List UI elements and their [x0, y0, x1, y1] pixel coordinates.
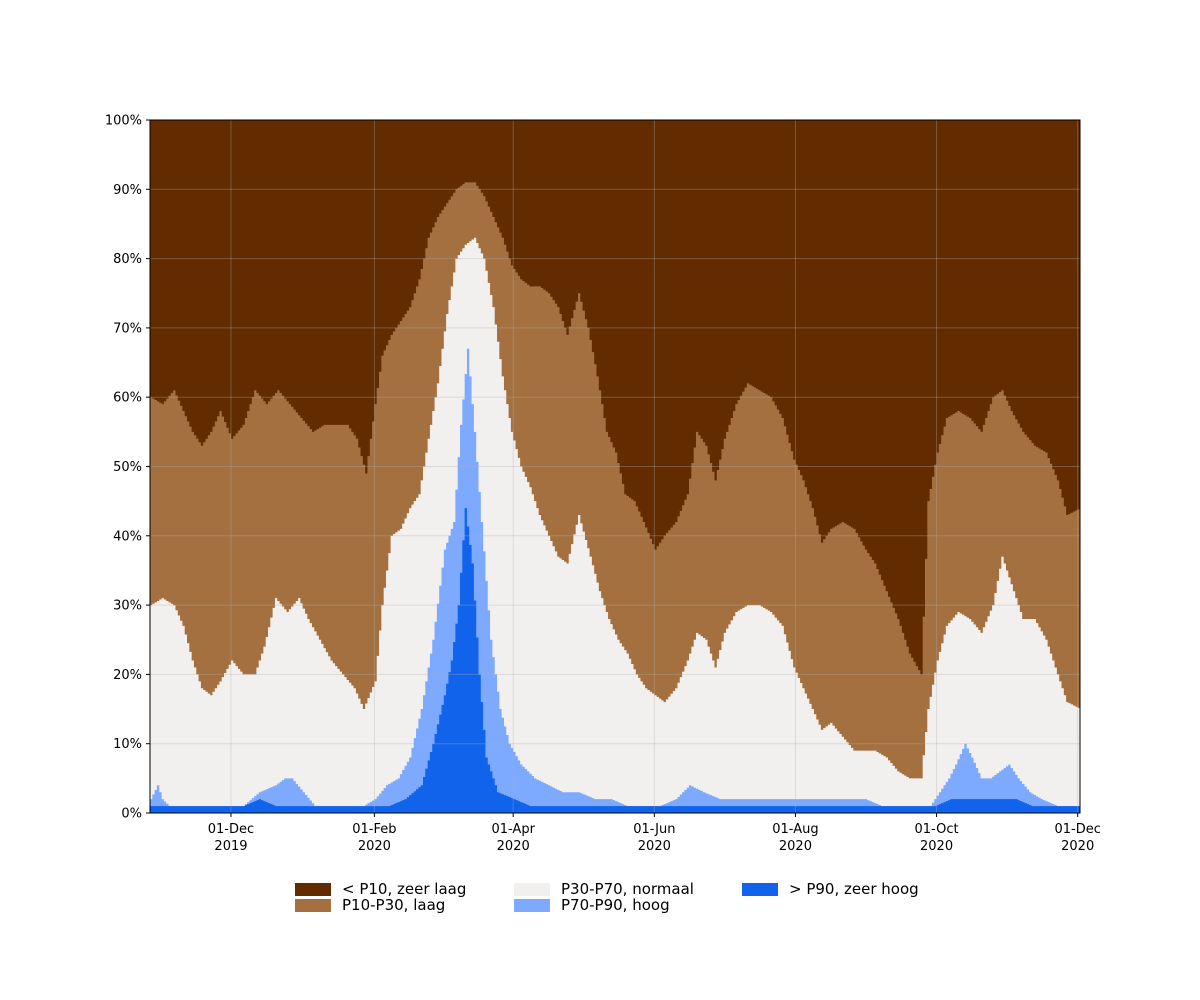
- y-tick-label: 50%: [113, 460, 142, 475]
- legend: < P10, zeer laag P10-P30, laag P30-P70, …: [295, 880, 995, 920]
- legend-item-zeer-hoog: > P90, zeer hoog: [742, 880, 919, 898]
- legend-label-laag: P10-P30, laag: [342, 896, 446, 914]
- y-axis: 0% 10% 20% 30% 40% 50% 60% 70% 80% 90% 100%: [105, 114, 150, 822]
- y-tick-label: 70%: [113, 321, 142, 336]
- y-tick-label: 0%: [121, 807, 142, 822]
- legend-label-hoog: P70-P90, hoog: [561, 896, 670, 914]
- x-tick-label-day: 01-Apr: [491, 822, 535, 837]
- x-tick-label-year: 2020: [920, 839, 953, 854]
- x-tick-label-year: 2020: [358, 839, 391, 854]
- legend-swatch-normaal: [514, 882, 550, 896]
- legend-label-zeer-laag: < P10, zeer laag: [342, 880, 467, 898]
- legend-swatch-hoog: [514, 898, 550, 912]
- x-tick-label-day: 01-Jun: [633, 822, 675, 837]
- y-tick-label: 80%: [113, 252, 142, 267]
- x-tick-label-year: 2019: [214, 839, 247, 854]
- x-tick-label-year: 2020: [779, 839, 812, 854]
- y-tick-label: 40%: [113, 529, 142, 544]
- y-tick-label: 60%: [113, 391, 142, 406]
- legend-swatch-laag: [295, 898, 331, 912]
- area-normaal: [150, 237, 1080, 813]
- legend-item-hoog: P70-P90, hoog: [514, 896, 670, 914]
- legend-label-normaal: P30-P70, normaal: [561, 880, 694, 898]
- x-tick-label-day: 01-Feb: [352, 822, 396, 837]
- y-tick-label: 20%: [113, 668, 142, 683]
- y-tick-label: 90%: [113, 183, 142, 198]
- x-tick-label-day: 01-Aug: [772, 822, 818, 837]
- stacked-area-layers: [150, 120, 1080, 813]
- x-tick-label-year: 2020: [638, 839, 671, 854]
- legend-item-laag: P10-P30, laag: [295, 896, 445, 914]
- x-axis: 01-Dec 2019 01-Feb 2020 01-Apr 2020 01-Jun 2020…: [208, 813, 1101, 854]
- legend-swatch-zeer-hoog: [742, 882, 778, 896]
- x-tick-label-day: 01-Oct: [915, 822, 959, 837]
- y-tick-label: 30%: [113, 599, 142, 614]
- x-tick-label-day: 01-Dec: [208, 822, 254, 837]
- x-tick-label-day: 01-Dec: [1054, 822, 1100, 837]
- legend-label-zeer-hoog: > P90, zeer hoog: [789, 880, 919, 898]
- legend-swatch-zeer-laag: [295, 882, 331, 896]
- legend-item-normaal: P30-P70, normaal: [514, 880, 694, 898]
- x-tick-label-year: 2020: [1061, 839, 1094, 854]
- x-tick-label-year: 2020: [497, 839, 530, 854]
- y-tick-label: 100%: [105, 114, 142, 129]
- y-tick-label: 10%: [113, 737, 142, 752]
- legend-item-zeer-laag: < P10, zeer laag: [295, 880, 466, 898]
